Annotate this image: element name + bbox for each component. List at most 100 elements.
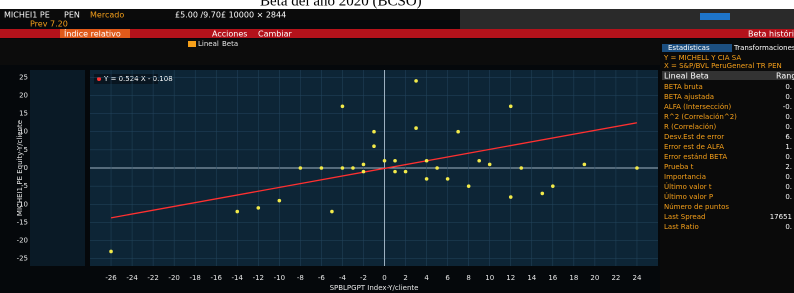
x-tick-label: -24 [126,274,138,282]
x-tick-label: -18 [189,274,200,282]
currency: PEN [64,11,80,20]
x-tick-label: 24 [633,274,642,282]
y-tick-label: 0 [24,164,28,172]
x-tick-label: -20 [168,274,179,282]
x-name: X = S&P/BVL PeruGeneral TR PEN [664,62,782,70]
stat-value: 0. [785,113,792,121]
stat-value: 0. [785,123,792,131]
toolbar [0,39,660,65]
stat-value: 0. [785,193,792,201]
point [330,210,334,214]
quote: £5.00 /9.70£ 10000 × 2844 [175,11,286,20]
y-tick-label: -25 [17,255,28,263]
caption: Beta del año 2020 (BCSO) [260,0,422,9]
point [446,177,450,181]
y-tick-label: 15 [19,110,28,118]
point [519,166,523,170]
y-tick-label: -10 [17,200,28,208]
point [362,170,366,174]
y-tick-label: 20 [19,91,28,99]
point [425,177,429,181]
tab-label[interactable]: Acciones [212,30,247,39]
stat-value: 0. [785,183,792,191]
stat-label: ALFA (Intersección) [664,103,732,111]
point [383,159,387,163]
mode: Lineal [198,40,219,48]
x-tick-label: -10 [274,274,285,282]
stat-label: Importancia [664,173,706,181]
x-tick-label: -8 [297,274,304,282]
stat-label: R^2 (Correlación^2) [664,113,737,121]
point [635,166,639,170]
panel-range: Rang [776,72,794,81]
y-tick-label: 5 [24,146,28,154]
stat-label: Error est de ALFA [664,143,724,151]
x-tick-label: -16 [211,274,223,282]
point [351,166,355,170]
stat-label: Last Ratio [664,223,699,231]
point [551,184,555,188]
stat-label: BETA ajustada [664,93,714,101]
annotation: Y = 0.524 X - 0.108 [103,75,173,83]
point [320,166,324,170]
point [299,166,303,170]
point [393,170,397,174]
stat-value: 0. [785,93,792,101]
prev: Prev 7.20 [30,20,68,29]
point [488,163,492,167]
x-tick-label: 12 [506,274,515,282]
point [509,195,513,199]
x-tick-label: -4 [339,274,347,282]
point [341,104,345,108]
point [404,170,408,174]
point [235,210,239,214]
stat-label: R (Correlación) [664,123,717,131]
x-tick-label: 10 [485,274,494,282]
point [477,159,481,163]
x-tick-label: -12 [253,274,264,282]
checkbox[interactable] [188,41,196,47]
ticker: MICHEI1 PE [4,11,50,20]
point [372,144,376,148]
x-tick-label: -2 [360,274,367,282]
y-tick-label: -5 [21,182,28,190]
point [509,104,513,108]
x-tick-label: 18 [569,274,578,282]
x-tick-label: -14 [232,274,244,282]
y-name: Y = MICHELL Y CIA SA [663,54,741,62]
stat-value: 0. [785,153,792,161]
panel-tab-label[interactable]: Transformaciones [733,44,794,52]
beta-toggle: Beta [222,40,238,48]
stat-label: Last Spread [664,213,705,221]
stat-label: Último valor t [664,182,712,191]
point [393,159,397,163]
stat-value: -0. [783,103,792,111]
tab-label[interactable]: Índice relativo [64,28,121,39]
point [414,79,418,83]
x-tick-label: -22 [147,274,158,282]
annotation-marker [97,77,101,81]
y-tick-label: -20 [17,237,28,245]
x-tick-label: 4 [424,274,429,282]
point [372,130,376,134]
point [341,166,345,170]
point [256,206,260,210]
point [540,192,544,196]
stat-label: Número de puntos [664,203,729,211]
stat-value: 0. [785,173,792,181]
stat-label: Prueba t [664,163,694,171]
market: Mercado [90,11,124,20]
stat-label: Error estánd BETA [664,153,727,161]
point [456,130,460,134]
button[interactable] [700,13,730,20]
x-axis-label: SPBLPGPT Index-Y/cliente [330,284,419,292]
point [583,163,587,167]
stat-value: 6. [785,133,792,141]
tab-label[interactable]: Cambiar [258,30,292,39]
point [467,184,471,188]
screen: Beta del año 2020 (BCSO) MICHEI1 PE PEN … [0,0,794,293]
panel-tab-label[interactable]: Estadísticas [668,44,710,52]
x-tick-label: 22 [611,274,620,282]
point [278,199,282,203]
stat-value: 1. [785,143,792,151]
